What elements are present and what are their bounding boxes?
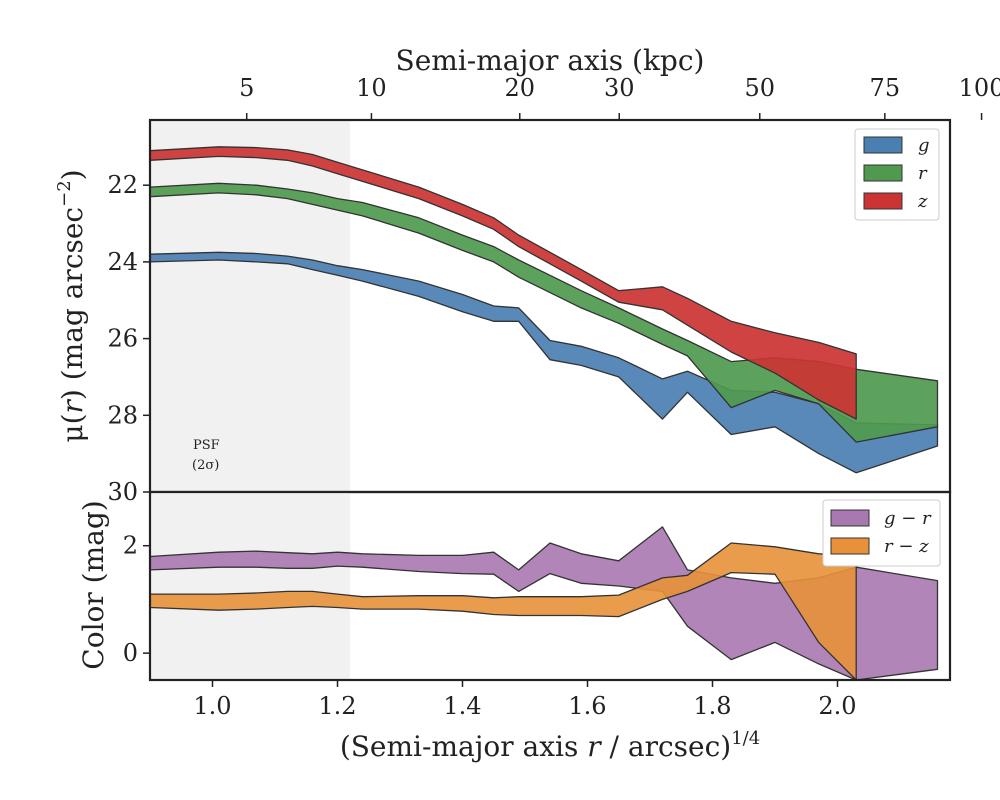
x-tick-label: 1.6 bbox=[568, 692, 606, 720]
psf-shaded-region-bottom bbox=[150, 492, 350, 680]
top-bands bbox=[149, 146, 939, 474]
bottom-legend: g − r r − z bbox=[822, 499, 941, 567]
kpc-tick-label: 50 bbox=[744, 74, 775, 102]
bottom-y-ticks: 02 bbox=[123, 532, 150, 667]
psf-label-line2: (2σ) bbox=[192, 458, 219, 473]
top-legend: grz bbox=[854, 128, 940, 221]
kpc-tick-label: 75 bbox=[870, 74, 901, 102]
band-r bbox=[149, 182, 939, 443]
x-tick-label: 2.0 bbox=[818, 692, 856, 720]
legend-label-g−r: g − r bbox=[884, 508, 932, 529]
x-axis-label: (Semi-major axis r / arcsec)1/4 bbox=[340, 728, 760, 763]
bottom-panel-frame bbox=[148, 490, 952, 682]
legend-swatch-g−r bbox=[830, 509, 870, 527]
x-tick-label: 1.4 bbox=[443, 692, 481, 720]
x-tick-label: 1.0 bbox=[193, 692, 231, 720]
legend-swatch-z bbox=[863, 192, 903, 210]
bottom-bands bbox=[150, 526, 939, 680]
top-legend-items: grz bbox=[863, 135, 930, 212]
y-tick-label: 28 bbox=[107, 401, 138, 429]
kpc-tick-label: 30 bbox=[604, 74, 635, 102]
legend-label-r−z: r − z bbox=[884, 536, 929, 557]
band-g−r bbox=[150, 526, 939, 680]
top-y-ticks: 22 24 26 28 30 bbox=[107, 171, 150, 506]
bottom-legend-items: g − r r − z bbox=[830, 508, 932, 557]
kpc-tick-label: 20 bbox=[504, 74, 535, 102]
legend-label-z: z bbox=[917, 191, 928, 212]
y-tick-label: 30 bbox=[107, 478, 138, 506]
bottom-x-ticks: 1.0 1.2 1.4 1.6 1.8 2.0 bbox=[193, 680, 857, 720]
band-r−z bbox=[150, 542, 857, 680]
legend-label-g: g bbox=[918, 135, 930, 156]
color-panel: 02 1.0 1.2 1.4 1.6 1.8 2.0 Color (mag) (Semi-… bbox=[77, 490, 952, 763]
legend-label-r: r bbox=[918, 163, 928, 184]
surface-brightness-panel: 22 24 26 28 30 5 10 20 30 50 75 100 Semi-major axi… bbox=[54, 44, 1000, 506]
legend-swatch-g bbox=[863, 136, 903, 154]
x-tick-label: 1.8 bbox=[693, 692, 731, 720]
psf-label-line1: PSF bbox=[193, 438, 220, 453]
kpc-tick-label: 5 bbox=[239, 74, 254, 102]
bottom-y-axis-label: Color (mag) bbox=[77, 500, 110, 669]
top-axis-label: Semi-major axis (kpc) bbox=[396, 44, 705, 77]
x-tick-label: 1.2 bbox=[318, 692, 356, 720]
band-g bbox=[149, 251, 939, 474]
band-z bbox=[149, 146, 857, 420]
y-tick-label: 22 bbox=[107, 171, 138, 199]
legend-swatch-r bbox=[863, 164, 903, 182]
psf-shaded-region bbox=[150, 120, 350, 492]
top-kpc-ticks: 5 10 20 30 50 75 100 bbox=[239, 74, 1000, 120]
y-tick-label: 26 bbox=[107, 325, 138, 353]
y-tick-label: 2 bbox=[123, 532, 138, 560]
y-tick-label: 0 bbox=[123, 639, 138, 667]
kpc-tick-label: 100 bbox=[959, 74, 1000, 102]
y-tick-label: 24 bbox=[107, 248, 138, 276]
kpc-tick-label: 10 bbox=[356, 74, 387, 102]
top-y-axis-label: μ(r) (mag arcsec−2) bbox=[54, 169, 89, 442]
legend-swatch-r−z bbox=[830, 537, 870, 555]
